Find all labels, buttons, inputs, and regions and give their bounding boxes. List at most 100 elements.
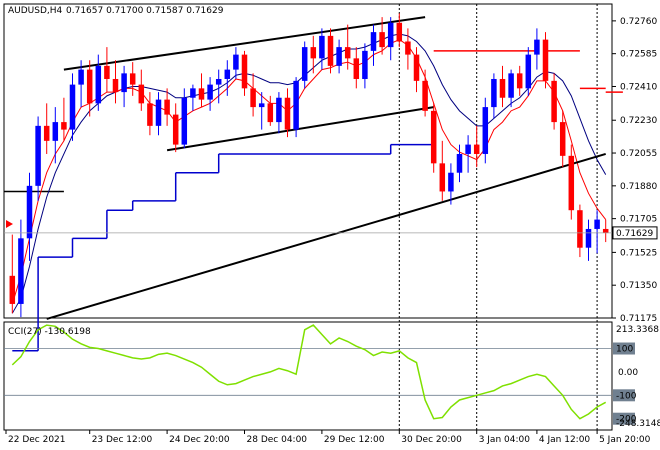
x-tick-label: 22 Dec 2021: [8, 435, 66, 445]
x-tick-label: 29 Dec 12:00: [324, 435, 385, 445]
candle-body: [250, 88, 256, 108]
candle-body: [26, 185, 33, 239]
candle-body: [43, 125, 50, 141]
candle-body: [405, 41, 411, 55]
candle-body: [112, 78, 119, 93]
marker-icon: [6, 220, 13, 228]
cci-level-box: [613, 412, 635, 425]
candle-body: [147, 103, 153, 126]
candle-body: [396, 22, 403, 42]
x-tick-label: 28 Dec 04:00: [247, 435, 308, 445]
candle-body: [473, 144, 480, 154]
candle-body: [379, 32, 385, 48]
candle-body: [9, 275, 16, 304]
candle-body: [258, 103, 265, 108]
candle-body: [215, 78, 222, 85]
y-tick-label: 0.72760: [620, 17, 657, 27]
candle-body: [551, 80, 557, 123]
candle-body: [69, 84, 76, 130]
candle-body: [276, 97, 282, 123]
candle-body: [344, 47, 351, 59]
candle-body: [224, 69, 231, 79]
cci-line: [11, 324, 607, 420]
candle-body: [516, 73, 523, 89]
candle-body: [336, 47, 342, 66]
y-tick-label: 0.72585: [620, 50, 657, 60]
candle-body: [190, 88, 196, 98]
candle-body: [491, 78, 497, 108]
candle-body: [61, 122, 67, 130]
candle-body: [353, 58, 360, 79]
trendline: [166, 106, 434, 152]
candle-body: [104, 65, 110, 79]
cci-y-tick-label: -100: [616, 391, 637, 401]
candle-body: [508, 73, 514, 98]
y-tick-label: 0.71880: [620, 182, 657, 192]
trendline: [46, 153, 606, 320]
price-pane: [3, 3, 613, 319]
candle-body: [35, 125, 41, 186]
candle-body: [310, 47, 317, 59]
candle-body: [430, 110, 437, 164]
moving-average-fast: [11, 39, 607, 305]
candle-body: [319, 35, 325, 59]
candle-body: [525, 54, 532, 89]
candle-body: [155, 99, 162, 126]
candle-body: [86, 69, 93, 104]
y-tick-label: 0.72410: [620, 82, 657, 92]
x-tick-label: 3 Jan 04:00: [479, 435, 531, 445]
candle-body: [594, 219, 600, 229]
x-tick-label: 30 Dec 20:00: [401, 435, 462, 445]
y-tick-label: 0.71350: [620, 281, 657, 291]
candle-body: [559, 122, 566, 156]
candle-body: [499, 78, 506, 98]
candle-body: [52, 122, 59, 141]
candle-body: [422, 80, 428, 111]
candle-body: [482, 107, 489, 154]
candle-body: [172, 114, 179, 145]
candle-body: [568, 155, 575, 211]
cci-max-label: 213.3368: [616, 325, 659, 335]
candle-body: [534, 39, 540, 55]
x-tick-label: 5 Jan 20:00: [599, 435, 651, 445]
candle-body: [585, 228, 592, 248]
candle-body: [439, 163, 446, 192]
candle-body: [138, 84, 145, 104]
current-price-label: 0.71629: [616, 229, 653, 239]
candle-body: [181, 97, 188, 145]
y-tick-label: 0.72055: [620, 149, 657, 159]
candle-body: [284, 97, 291, 130]
cci-level-box: [613, 342, 635, 355]
candle-body: [370, 32, 377, 51]
candle-body: [164, 99, 170, 115]
trendline: [63, 16, 426, 71]
cci-pane: [3, 321, 613, 431]
candle-body: [198, 88, 205, 100]
moving-average-slow: [11, 33, 607, 314]
candle-body: [121, 73, 127, 93]
ohlc-label: 0.71657 0.71700 0.71587 0.71629: [66, 6, 224, 16]
candle-body: [293, 80, 299, 130]
candle-body: [95, 65, 102, 104]
candle-body: [465, 144, 471, 154]
cci-y-tick-label: 0.00: [618, 368, 638, 378]
current-price-box: [612, 226, 658, 240]
candle-body: [78, 69, 84, 85]
cci-level-box: [613, 389, 635, 402]
candle-body: [387, 22, 394, 48]
candle-body: [129, 73, 136, 85]
y-tick-label: 0.71705: [620, 215, 657, 225]
symbol-label: AUDUSD,H4: [8, 6, 63, 16]
candle-body: [18, 238, 24, 304]
candle-body: [362, 50, 368, 79]
x-tick-label: 4 Jan 12:00: [539, 435, 591, 445]
cci-min-label: -248.3148: [616, 419, 660, 429]
candle-body: [448, 172, 454, 192]
x-tick-label: 24 Dec 20:00: [169, 435, 230, 445]
candle-body: [577, 210, 583, 248]
candle-body: [327, 35, 334, 66]
cci-label: CCI(27) -130.6198: [8, 327, 91, 337]
x-tick-label: 23 Dec 12:00: [92, 435, 153, 445]
